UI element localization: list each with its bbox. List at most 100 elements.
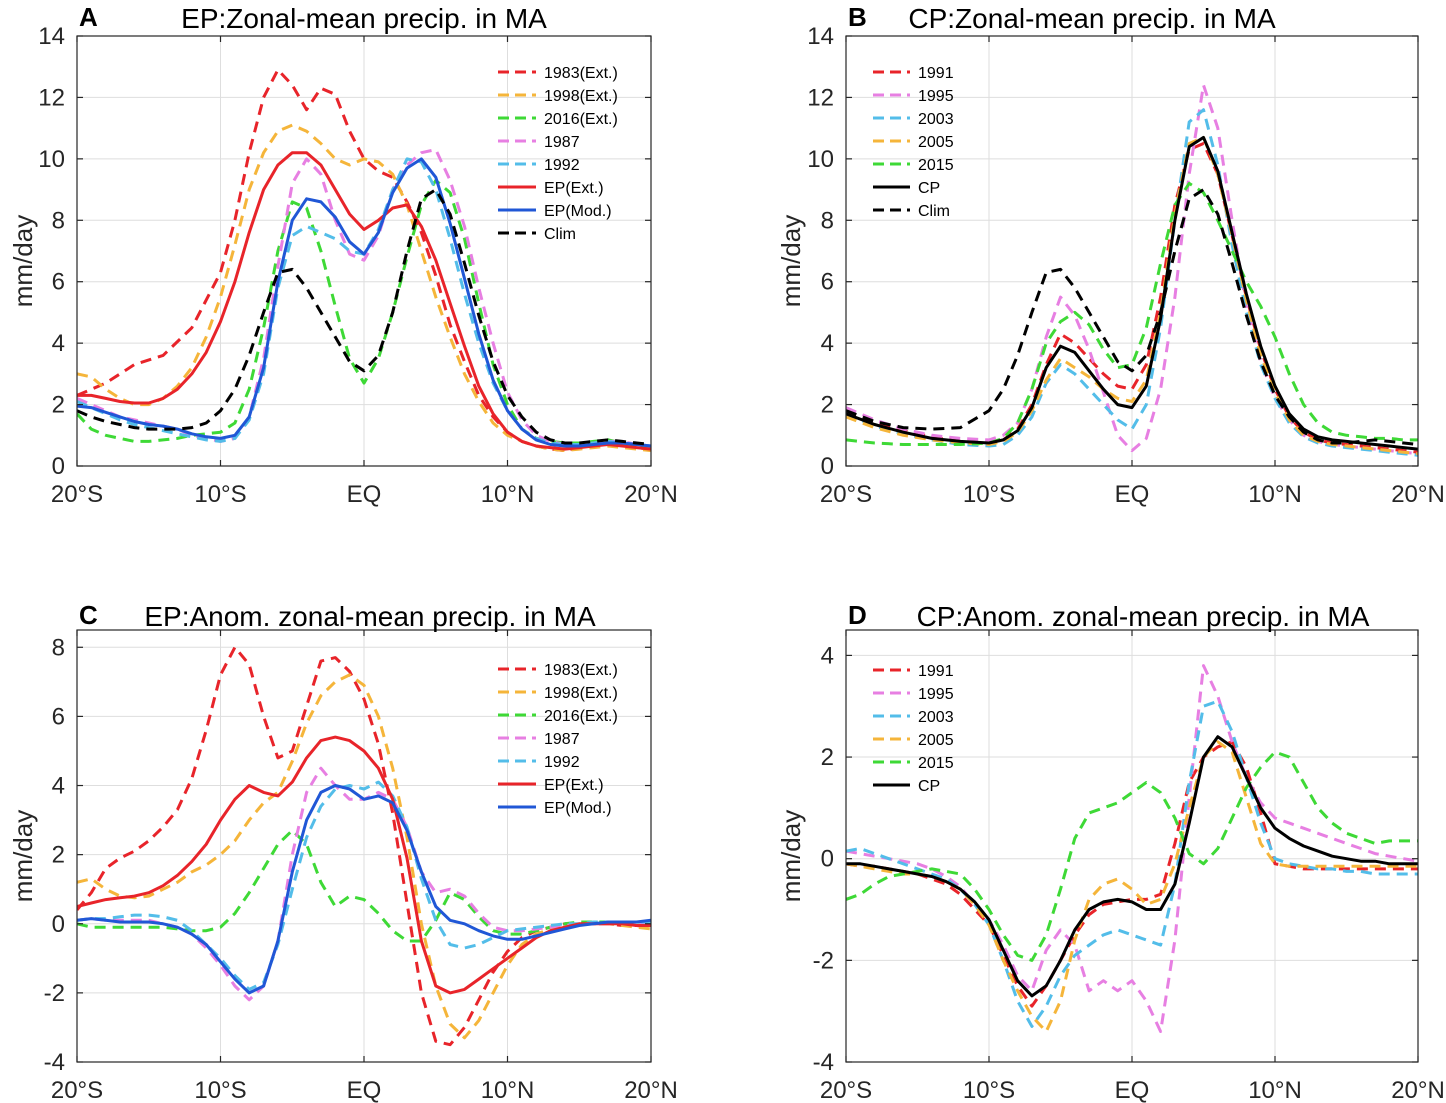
x-tick-label: 10°S [194,1077,246,1103]
legend-entry: Clim [918,203,950,220]
legend-entry: EP(Mod.) [544,800,612,817]
legend-entry: 2015 [918,157,954,174]
y-tick-label: 12 [807,84,834,111]
y-tick-label: 2 [821,392,834,419]
series-line-1991 [846,740,1418,1008]
y-tick-label: 0 [821,453,834,480]
series-line-2015 [846,750,1418,962]
series-line-2003 [846,699,1418,1028]
legend-entry: EP(Ext.) [544,777,604,794]
legend: 1991 1995 2003 2005 2015 CP [873,663,954,795]
legend-entry: 1991 [918,663,954,680]
x-tick-label: 20°S [820,1077,872,1103]
series-line-clim [846,188,1418,446]
y-tick-label: 14 [38,23,65,50]
series-line-ep-mod- [77,784,651,995]
x-tick-label: 20°N [624,1077,678,1103]
x-tick-label: 10°S [963,481,1015,508]
y-tick-label: -2 [44,980,65,1007]
x-tick-label: 20°N [624,481,678,508]
series-line-2003 [846,108,1418,457]
panel-b: 20°S 10°S EQ 10°N 20°N 0 2 4 6 8 10 12 14 mm/day B CP:Z… [776,2,1445,508]
y-tick-label: 6 [52,269,65,296]
legend-entry: 1987 [544,134,580,151]
series-group [846,83,1418,457]
series-line-cp [846,135,1418,451]
y-tick-label: 8 [821,207,834,234]
legend-entry: 1991 [918,65,954,82]
x-tick-label: 20°S [51,1077,103,1103]
panel-title: CP:Anom. zonal-mean precip. in MA [917,601,1370,632]
x-tick-label: 10°S [963,1077,1015,1103]
y-tick-label: -4 [44,1049,65,1076]
y-axis-label: mm/day [8,810,38,902]
x-tick-label: 20°S [820,481,872,508]
y-tick-label: 6 [821,269,834,296]
y-tick-label: -2 [813,947,834,974]
legend-entry: 1998(Ext.) [544,685,618,702]
legend-entry: 1995 [918,88,954,105]
series-group [77,645,651,1047]
y-tick-label: 0 [52,453,65,480]
y-tick-label: 2 [821,744,834,771]
x-tick-label: 20°N [1391,481,1445,508]
y-tick-label: 10 [807,146,834,173]
legend-entry: 1983(Ext.) [544,662,618,679]
x-tick-label: 20°S [51,481,103,508]
legend-entry: Clim [544,226,576,243]
y-axis-label: mm/day [8,215,38,307]
legend-entry: 2005 [918,732,954,749]
x-tick-label: 10°N [1248,1077,1302,1103]
panel-title: EP:Zonal-mean precip. in MA [181,3,547,34]
y-tick-label: 0 [52,911,65,938]
series-line-ep-ext- [77,735,651,995]
y-tick-label: 4 [821,642,834,669]
legend-entry: 1995 [918,686,954,703]
y-tick-label: 4 [52,773,65,800]
legend: 1983(Ext.) 1998(Ext.) 2016(Ext.) 1987 1992 EP… [498,65,618,243]
y-tick-label: 10 [38,146,65,173]
x-tick-label: EQ [347,481,382,508]
series-line-cp [846,735,1418,998]
series-group [846,664,1418,1033]
panel-title: CP:Zonal-mean precip. in MA [908,3,1276,34]
x-tick-label: 10°N [481,1077,535,1103]
legend-entry: 2003 [918,709,954,726]
legend-entry: EP(Ext.) [544,180,604,197]
x-tick-label: EQ [347,1077,382,1103]
series-line-1995 [846,664,1418,1033]
x-tick-label: 20°N [1391,1077,1445,1103]
legend-entry: 2016(Ext.) [544,111,618,128]
y-tick-label: -4 [813,1049,834,1076]
series-group [77,68,651,453]
legend-entry: 2015 [918,755,954,772]
legend-entry: 2005 [918,134,954,151]
legend-entry: CP [918,778,940,795]
panel-letter: B [848,2,867,32]
series-line-clim [77,188,651,446]
legend-entry: CP [918,180,940,197]
series-line-2016-ext- [77,178,651,450]
y-tick-label: 4 [821,330,834,357]
y-tick-label: 12 [38,84,65,111]
legend-entry: 1992 [544,754,580,771]
panel-letter: D [848,600,867,630]
panel-title: EP:Anom. zonal-mean precip. in MA [144,601,596,632]
legend-entry: 1992 [544,157,580,174]
legend-entry: 1987 [544,731,580,748]
series-line-ep-ext- [77,151,651,451]
legend-entry: 1998(Ext.) [544,88,618,105]
legend-entry: 2016(Ext.) [544,708,618,725]
y-tick-label: 6 [52,703,65,730]
legend-entry: 1983(Ext.) [544,65,618,82]
x-tick-label: EQ [1115,1077,1150,1103]
panel-a: 20°S 10°S EQ 10°N 20°N 0 2 4 6 8 10 12 14 mm/day A EP:Z… [8,2,678,508]
y-tick-label: 2 [52,392,65,419]
legend: 1991 1995 2003 2005 2015 CP Clim [873,65,954,220]
panel-letter: A [79,2,98,32]
x-tick-label: 10°N [481,481,535,508]
series-line-1992 [77,780,651,991]
y-tick-label: 8 [52,207,65,234]
y-tick-label: 8 [52,634,65,661]
